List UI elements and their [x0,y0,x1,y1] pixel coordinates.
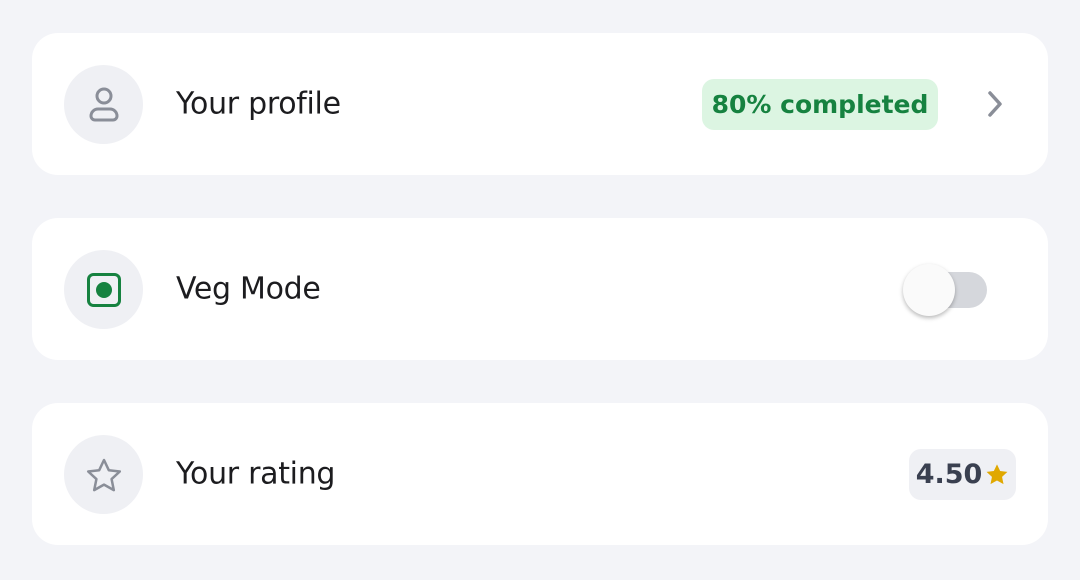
profile-label: Your profile [176,86,341,122]
veg-mode-card: Veg Mode [32,218,1048,360]
profile-card[interactable]: Your profile 80% completed [32,33,1048,175]
veg-icon [64,250,143,329]
toggle-knob[interactable] [903,264,955,316]
rating-card: Your rating 4.50 [32,403,1048,545]
star-icon [986,464,1008,485]
star-outline-icon [64,435,143,514]
rating-badge: 4.50 [909,449,1016,500]
veg-mode-label: Veg Mode [176,271,321,307]
chevron-right-icon[interactable] [982,89,1008,123]
rating-value: 4.50 [915,459,983,490]
profile-completion-badge: 80% completed [702,79,938,130]
rating-label: Your rating [176,456,336,492]
user-icon [64,65,143,144]
